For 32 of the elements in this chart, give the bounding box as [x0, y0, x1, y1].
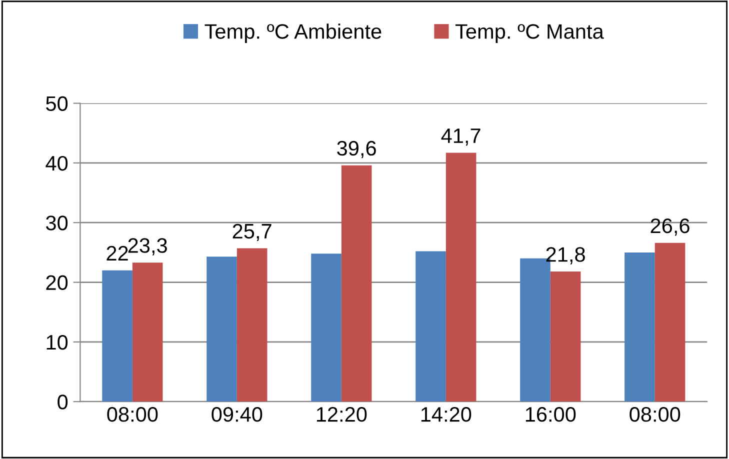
- x-tick-label: 14:20: [421, 407, 472, 422]
- bar: [550, 272, 581, 402]
- bar: [654, 242, 686, 402]
- y-tick-label: 30: [46, 216, 68, 230]
- bar: [341, 165, 372, 402]
- data-label: 26,6: [650, 218, 690, 236]
- y-tick-label: 0: [58, 394, 68, 410]
- bar: [132, 262, 163, 402]
- legend-label: Temp. ºC Manta: [455, 24, 604, 43]
- y-tick-label: 20: [46, 275, 68, 290]
- bar: [102, 270, 132, 402]
- data-label: 21,8: [546, 247, 585, 264]
- bar: [416, 251, 446, 402]
- x-tick-label: 08:00: [107, 407, 158, 422]
- data-label: 22: [106, 246, 128, 260]
- y-tick-label: 10: [46, 334, 68, 350]
- x-tick-label: 16:00: [526, 407, 576, 422]
- x-tick-label: 12:20: [316, 407, 367, 422]
- data-label: 25,7: [232, 224, 272, 242]
- bar: [206, 256, 237, 402]
- x-tick-label: 09:40: [212, 407, 262, 422]
- bar: [311, 254, 342, 402]
- data-label: 41,7: [441, 128, 480, 146]
- y-tick-label: 40: [46, 156, 68, 171]
- bar: [624, 252, 655, 402]
- data-label: 23,3: [128, 238, 167, 256]
- bar: [236, 248, 268, 402]
- y-tick-label: 50: [46, 96, 68, 112]
- bar: [446, 152, 476, 402]
- data-label: 39,6: [337, 140, 376, 158]
- legend-label: Temp. ºC Ambiente: [204, 24, 382, 43]
- x-tick-label: 08:00: [630, 407, 680, 422]
